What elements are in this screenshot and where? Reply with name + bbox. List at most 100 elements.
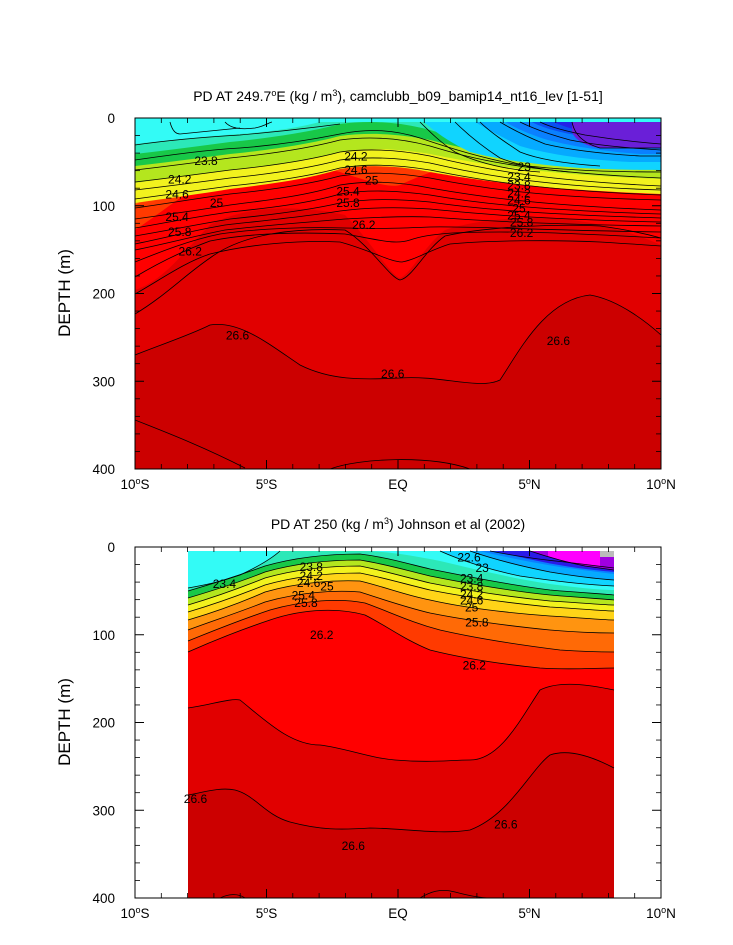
bottom-contour-field: [135, 547, 661, 898]
top-contour-label: 24.6: [507, 193, 531, 207]
bot-contour-line: [187, 600, 615, 653]
top-contour-line: [419, 121, 541, 173]
top-contour-line: [135, 231, 661, 278]
top-y-axis-label: DEPTH (m): [55, 249, 74, 337]
top-contour-label: 23.8: [194, 154, 218, 168]
top-x-tick-label: 5oS: [256, 476, 278, 492]
top-contour-label: 25: [512, 201, 526, 215]
bottom-contour-label: 23: [475, 561, 489, 575]
top-contour-label: 25.4: [165, 210, 189, 224]
bottom-y-tick-label: 400: [92, 891, 115, 906]
top-contour-line: [135, 226, 661, 263]
bot-contour-line: [489, 550, 615, 569]
top-contour-label: 25: [365, 173, 379, 187]
top-contour-line: [135, 123, 341, 146]
top-contour-line: [499, 121, 661, 157]
bot-contour-line: [469, 550, 615, 581]
top-axis-ticks: 10oS 5oS EQ 5oN 10oN 0 100 200 300 400: [92, 111, 675, 492]
bottom-contour-label: 25.4: [292, 588, 316, 602]
bottom-contour-label: 23.8: [460, 579, 484, 593]
top-y-tick-label: 0: [107, 111, 115, 126]
bot-contour-line: [187, 572, 615, 613]
bottom-x-tick-label: 10oS: [120, 905, 149, 921]
top-x-tick-label: EQ: [388, 477, 408, 492]
bot-contour-line: [187, 553, 615, 596]
top-contour-label: 23.8: [507, 179, 531, 193]
bot-contour-line: [529, 550, 615, 571]
top-contour-line: [135, 130, 661, 173]
top-contour-label: 25.4: [336, 185, 360, 199]
top-contour-line: [135, 149, 661, 187]
bottom-contour-label: 25: [465, 601, 479, 615]
top-contour-labels: 23.824.224.62525.425.826.224.224.62525.4…: [165, 150, 570, 382]
top-contour-line: [454, 121, 571, 173]
bottom-x-tick-label: EQ: [388, 906, 408, 921]
bottom-contour-label: 23.4: [460, 572, 484, 586]
bottom-contour-label: 24.2: [300, 569, 324, 583]
bottom-x-tick-label: 5oS: [256, 905, 278, 921]
top-x-tick-label: 5oN: [518, 476, 540, 492]
bottom-y-tick-label: 100: [92, 628, 115, 643]
bottom-contour-label: 24.6: [297, 576, 321, 590]
bottom-contour-label: 22.6: [457, 551, 481, 565]
top-contour-line: [135, 224, 661, 315]
top-contour-label: 26.6: [226, 329, 250, 343]
bot-band-magenta: [548, 551, 600, 566]
top-contour-line: [539, 121, 661, 145]
top-x-tick-label: 10oN: [646, 476, 676, 492]
top-contour-label: 24.2: [168, 172, 192, 186]
bottom-contour-label: 26.6: [342, 839, 366, 853]
top-contour-line: [135, 199, 661, 237]
top-band-purple: [572, 122, 661, 148]
top-contour-label: 26.2: [352, 218, 376, 232]
top-contour-label: 24.2: [507, 186, 531, 200]
bottom-contour-labels: 23.423.824.224.6 2525.425.826.222.62323.4…: [184, 551, 518, 854]
top-contour-label: 26.6: [547, 334, 571, 348]
bottom-contour-label: 24.2: [460, 587, 484, 601]
top-chart-title: PD AT 249.7oE (kg / m3), camclubb_b09_ba…: [193, 88, 603, 104]
bot-band-gray: [600, 551, 614, 557]
bottom-x-tick-label: 10oN: [646, 905, 676, 921]
top-contour-line: [135, 216, 661, 251]
bot-contour-line: [187, 683, 615, 762]
bottom-contour-label: 23.8: [300, 560, 324, 574]
top-contour-lines: [135, 121, 661, 469]
bottom-contour-label: 26.6: [494, 817, 518, 831]
bot-contour-line: [187, 609, 615, 670]
top-contour-line: [479, 121, 601, 167]
bot-contour-line: [187, 565, 615, 606]
bottom-y-tick-label: 0: [107, 540, 115, 555]
bot-contour-line: [219, 894, 246, 898]
top-contour-line: [135, 172, 661, 209]
top-contour-line: [169, 121, 241, 135]
top-contour-line: [135, 419, 246, 469]
bottom-contour-label: 25.8: [465, 615, 489, 629]
bottom-contour-label: 24.6: [460, 594, 484, 608]
bottom-y-axis-label: DEPTH (m): [55, 678, 74, 766]
bottom-axis-ticks: 10oS 5oS EQ 5oN 10oN 0 100 200 300 400: [92, 540, 675, 921]
bottom-y-tick-label: 200: [92, 716, 115, 731]
top-contour-line: [135, 137, 661, 179]
top-band-26.6: [135, 295, 661, 469]
top-y-tick-label: 100: [92, 199, 115, 214]
top-contour-line: [135, 294, 661, 384]
top-contour-label: 25.8: [336, 196, 360, 210]
bot-band-cyan-left: [188, 551, 280, 588]
top-contour-line: [135, 240, 661, 295]
bot-contour-line: [439, 550, 615, 587]
top-x-tick-label: 10oS: [120, 476, 149, 492]
bot-contour-line: [187, 580, 615, 621]
bot-band-26.6: [188, 752, 614, 898]
top-panel: PD AT 249.7oE (kg / m3), camclubb_b09_ba…: [55, 88, 676, 492]
bottom-contour-label: 25.8: [294, 596, 318, 610]
top-contour-label: 26.6: [381, 367, 405, 381]
bottom-contour-label: 25: [320, 579, 334, 593]
top-contour-label: 24.6: [344, 163, 368, 177]
top-contour-line: [135, 157, 661, 191]
top-contour-line: [135, 164, 661, 200]
top-contour-line: [135, 181, 661, 220]
top-y-tick-label: 400: [92, 462, 115, 477]
bot-contour-line: [419, 890, 491, 898]
bottom-chart-title: PD AT 250 (kg / m3) Johnson et al (2002): [271, 516, 525, 532]
